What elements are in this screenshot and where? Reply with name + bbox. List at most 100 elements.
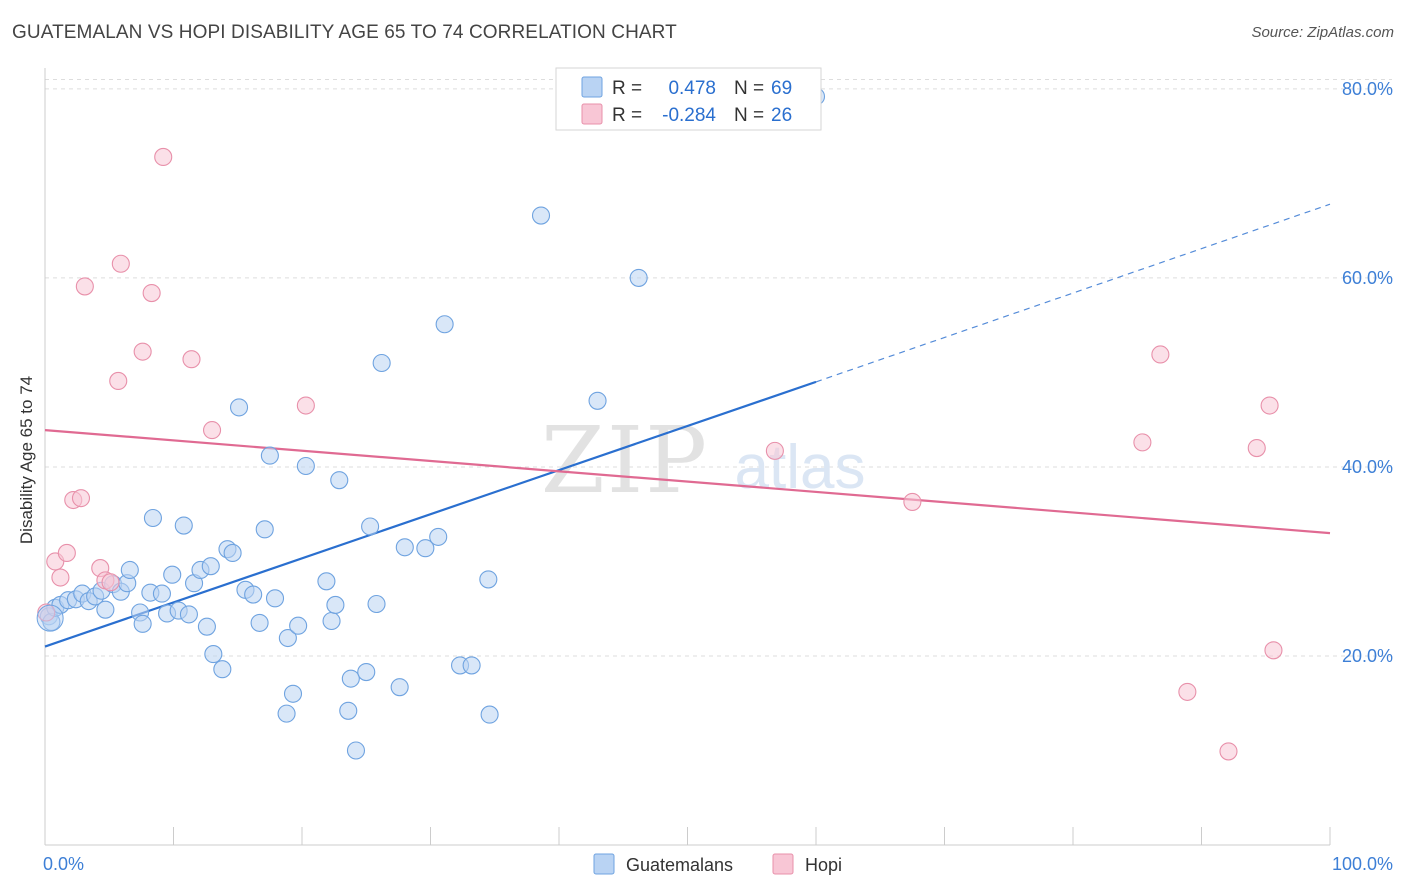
grid-lines	[45, 78, 1392, 657]
point-hopi	[903, 492, 922, 511]
y-tick-label: 80.0%	[1342, 79, 1393, 99]
point-guatemalans	[96, 600, 115, 619]
point-guatemalans	[229, 398, 249, 417]
point-hopi	[75, 277, 94, 296]
point-guatemalans	[479, 570, 498, 589]
point-guatemalans	[361, 517, 380, 536]
point-guatemalans	[367, 594, 386, 614]
trend-lines	[44, 203, 1331, 648]
point-hopi	[1151, 345, 1170, 364]
point-guatemalans	[265, 589, 285, 608]
point-guatemalans	[395, 538, 414, 557]
point-guatemalans	[339, 701, 358, 720]
point-hopi	[101, 573, 120, 592]
trend-line-guatemalans	[44, 380, 817, 648]
point-guatemalans	[152, 584, 171, 603]
point-hopi	[296, 396, 315, 415]
legend-item-guatemalans[interactable]: Guatemalans	[593, 853, 733, 875]
point-hopi	[142, 283, 161, 303]
point-guatemalans	[416, 539, 435, 558]
point-hopi	[765, 441, 784, 460]
point-guatemalans	[250, 613, 269, 632]
chart-source: Source: ZipAtlas.com	[1251, 24, 1394, 41]
point-hopi	[1133, 433, 1152, 452]
stats-swatch	[581, 76, 603, 98]
point-guatemalans	[326, 595, 345, 614]
y-tick-label: 60.0%	[1342, 268, 1393, 288]
stats-r-value: -0.284	[662, 105, 716, 126]
stats-r-label: R =	[612, 78, 642, 99]
point-guatemalans	[213, 660, 232, 679]
point-hopi	[1219, 742, 1238, 761]
point-guatemalans	[629, 268, 648, 287]
stats-n-value: 69	[771, 78, 792, 99]
trend-line-extension	[815, 203, 1331, 383]
point-guatemalans	[357, 662, 376, 682]
point-hopi	[182, 350, 201, 369]
point-hopi	[57, 543, 76, 563]
point-hopi	[1264, 641, 1283, 660]
point-guatemalans	[330, 471, 349, 490]
point-guatemalans	[255, 520, 274, 539]
axes	[44, 68, 1331, 846]
point-guatemalans	[283, 684, 303, 703]
legend-item-hopi[interactable]: Hopi	[772, 853, 842, 875]
point-hopi	[154, 147, 173, 167]
stats-n-value: 26	[771, 105, 792, 126]
point-guatemalans	[480, 705, 499, 724]
point-guatemalans	[588, 391, 607, 410]
point-guatemalans	[277, 704, 296, 723]
point-guatemalans	[143, 508, 162, 528]
point-guatemalans	[435, 315, 454, 334]
point-guatemalans	[341, 669, 360, 688]
y-tick-label: 40.0%	[1342, 457, 1393, 477]
point-hopi	[109, 371, 128, 390]
trend-line-hopi	[44, 428, 1331, 535]
point-guatemalans	[260, 446, 279, 465]
point-guatemalans	[278, 628, 297, 648]
point-hopi	[133, 342, 152, 361]
point-guatemalans	[317, 572, 336, 591]
point-guatemalans	[204, 645, 223, 664]
stats-n-label: N =	[734, 78, 764, 99]
point-guatemalans	[322, 611, 341, 631]
point-guatemalans	[179, 605, 198, 624]
point-guatemalans	[163, 565, 182, 584]
point-hopi	[1247, 438, 1266, 458]
watermark: ZIP atlas	[541, 407, 866, 514]
point-hopi	[1178, 682, 1197, 701]
legend-label-hopi: Hopi	[805, 855, 842, 875]
point-guatemalans	[531, 206, 551, 225]
legend-swatch-guatemalans	[593, 853, 615, 875]
point-hopi	[1260, 396, 1279, 415]
point-guatemalans	[296, 456, 315, 476]
legend-label-guatemalans: Guatemalans	[626, 855, 733, 875]
point-guatemalans	[133, 614, 152, 633]
y-tick-label: 20.0%	[1342, 646, 1393, 666]
point-hopi	[111, 254, 130, 273]
stats-n-label: N =	[734, 105, 764, 126]
chart-title: GUATEMALAN VS HOPI DISABILITY AGE 65 TO …	[12, 22, 677, 43]
point-guatemalans-cluster	[36, 604, 64, 632]
point-guatemalans	[174, 516, 193, 535]
bottom-legend[interactable]: Guatemalans Hopi	[593, 853, 842, 875]
x-tick-label-left: 0.0%	[43, 854, 84, 874]
point-guatemalans	[390, 678, 409, 697]
x-tick-label-right: 100.0%	[1332, 854, 1393, 874]
point-hopi	[51, 568, 70, 587]
data-points	[36, 87, 1283, 761]
point-guatemalans	[244, 585, 263, 604]
point-guatemalans	[462, 656, 481, 675]
stats-legend: R = 0.478 N = 69 R = -0.284 N = 26	[555, 67, 822, 131]
point-guatemalans	[197, 617, 216, 636]
watermark-zip: ZIP	[541, 407, 709, 514]
point-guatemalans	[372, 353, 391, 373]
legend-swatch-hopi	[772, 853, 794, 875]
point-hopi	[203, 421, 222, 440]
point-hopi	[71, 489, 91, 508]
point-guatemalans	[429, 527, 448, 546]
point-guatemalans	[289, 616, 308, 635]
point-guatemalans	[223, 543, 242, 563]
stats-r-value: 0.478	[668, 78, 716, 99]
